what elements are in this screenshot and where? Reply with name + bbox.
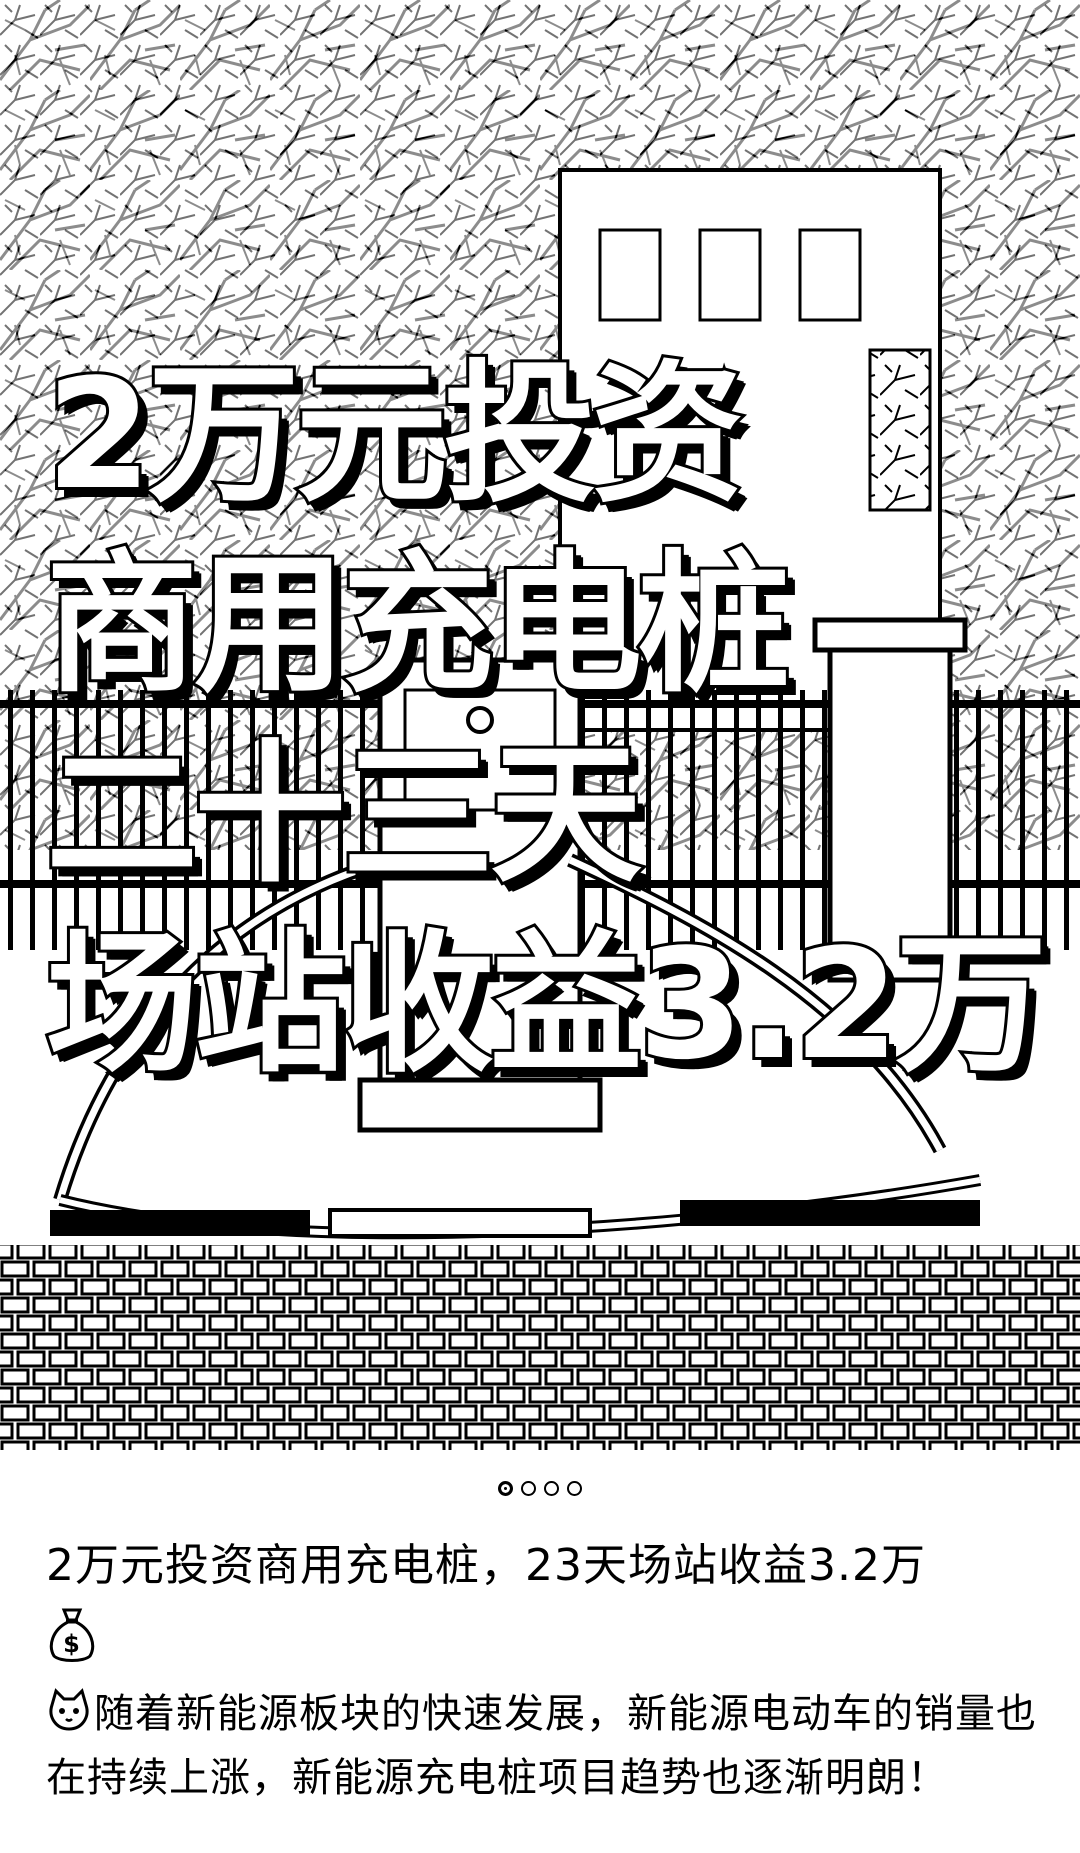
post-title-text: 2万元投资商用充电桩，23天场站收益3.2万 <box>46 1540 926 1591</box>
post-content: 2万元投资商用充电桩，23天场站收益3.2万 $ 随着新能源板块的快速发展，新能… <box>46 1534 1046 1810</box>
carousel-dot-2[interactable] <box>521 1480 536 1496</box>
headline-line-1: 2万元投资 <box>43 343 747 526</box>
post-title: 2万元投资商用充电桩，23天场站收益3.2万 $ <box>46 1534 1046 1664</box>
charging-station-photo <box>0 0 1080 1450</box>
carousel-dot-3[interactable] <box>544 1480 559 1496</box>
svg-text:$: $ <box>63 1630 81 1658</box>
hero-headline: 2万元投资 商用充电桩 二十三天 场站收益3.2万 <box>43 340 1056 1100</box>
post-body-text: 随着新能源板块的快速发展，新能源电动车的销量也在持续上涨，新能源充电桩项目趋势也… <box>46 1691 1037 1801</box>
headline-line-2: 商用充电桩 <box>43 533 793 716</box>
carousel-indicator <box>0 1476 1080 1500</box>
hero-image[interactable]: 2万元投资 商用充电桩 二十三天 场站收益3.2万 <box>0 0 1080 1450</box>
headline-line-3: 二十三天 <box>43 723 645 906</box>
money-bag-icon: $ <box>49 1608 95 1662</box>
headline-line-4: 场站收益3.2万 <box>43 913 1050 1096</box>
carousel-dot-1[interactable] <box>498 1480 513 1496</box>
cat-face-icon <box>49 1688 89 1731</box>
carousel-dot-4[interactable] <box>567 1480 582 1496</box>
post-body: 随着新能源板块的快速发展，新能源电动车的销量也在持续上涨，新能源充电桩项目趋势也… <box>46 1682 1046 1810</box>
